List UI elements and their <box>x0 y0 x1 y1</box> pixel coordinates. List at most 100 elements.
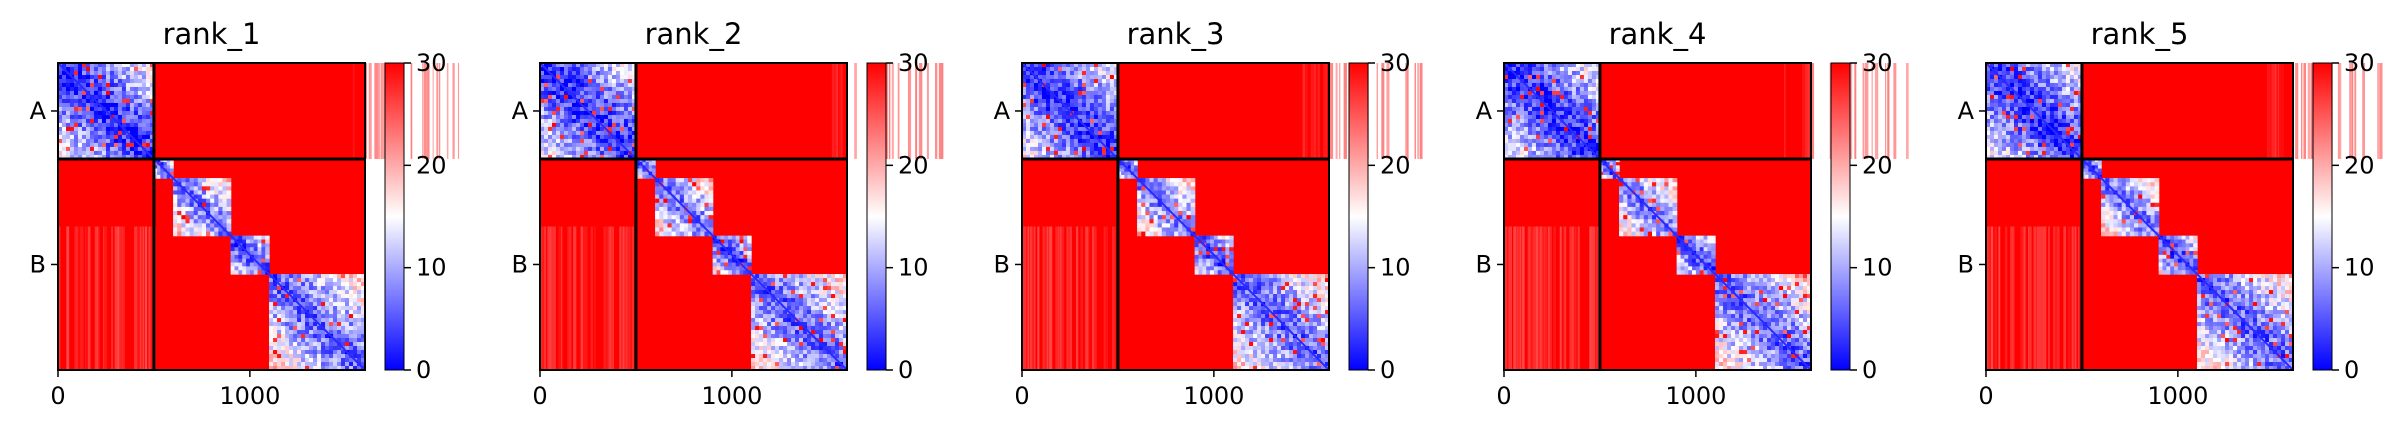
heatmap-cell <box>145 94 151 100</box>
heatmap-cell <box>69 82 75 88</box>
heatmap-cell <box>1141 231 1146 237</box>
heatmap-cell <box>105 146 111 152</box>
heatmap-cell <box>571 146 577 152</box>
heatmap-cell <box>831 294 836 299</box>
heatmap-cell <box>1257 366 1262 371</box>
heatmap-cell <box>708 178 714 183</box>
heatmap-cell <box>811 306 816 311</box>
heatmap-cell <box>712 247 718 252</box>
heatmap-cell <box>321 330 326 335</box>
heatmap-cell <box>759 278 764 283</box>
texture-stripe <box>1562 226 1565 370</box>
heatmap-cell <box>341 282 346 287</box>
heatmap-cell <box>639 158 643 163</box>
heatmap-cell <box>1165 227 1171 233</box>
heatmap-cell <box>249 258 255 264</box>
heatmap-cell <box>93 63 99 68</box>
heatmap-cell <box>819 314 824 319</box>
heatmap-cell <box>1507 82 1513 88</box>
heatmap-cell <box>1073 86 1079 92</box>
heatmap-cell <box>1237 354 1242 359</box>
heatmap-cell <box>1297 362 1302 367</box>
heatmap-cell <box>751 278 756 283</box>
heatmap-cell <box>1277 310 1282 315</box>
heatmap-cell <box>133 114 139 120</box>
heatmap-cell <box>1157 190 1163 196</box>
heatmap-cell <box>755 366 760 371</box>
heatmap-cell <box>149 63 155 68</box>
heatmap-cell <box>540 134 545 140</box>
heatmap-cell <box>579 130 585 136</box>
heatmap-cell <box>1137 219 1142 224</box>
heatmap-cell <box>337 302 342 307</box>
heatmap-cell <box>177 227 182 233</box>
heatmap-cell <box>69 102 75 108</box>
heatmap-cell <box>547 74 553 80</box>
texture-stripe <box>839 63 842 159</box>
heatmap-cell <box>1225 251 1230 256</box>
heatmap-cell <box>595 142 601 148</box>
heatmap-cell <box>1029 126 1035 132</box>
heatmap-cell <box>1233 350 1238 355</box>
heatmap-cell <box>1073 130 1079 136</box>
heatmap-cell <box>543 142 549 148</box>
heatmap-cell <box>257 270 262 275</box>
heatmap-cell <box>149 150 155 156</box>
heatmap-cell <box>815 358 820 363</box>
heatmap-cell <box>648 165 653 170</box>
heatmap-cell <box>567 102 573 108</box>
heatmap-cell <box>1559 66 1565 72</box>
heatmap-cell <box>547 118 553 124</box>
heatmap-cell <box>117 86 123 92</box>
heatmap-cell <box>1547 63 1553 68</box>
heatmap-cell <box>555 63 561 68</box>
heatmap-cell <box>93 134 99 140</box>
heatmap-cell <box>1253 310 1258 315</box>
heatmap-cell <box>1249 310 1254 315</box>
heatmap-cell <box>555 146 561 152</box>
heatmap-cell <box>1069 66 1075 72</box>
heatmap-cell <box>767 274 772 279</box>
heatmap-cell <box>1190 219 1196 224</box>
heatmap-cell <box>185 206 191 212</box>
heatmap-cell <box>1233 342 1238 347</box>
heatmap-cell <box>1097 90 1103 96</box>
heatmap-cell <box>759 346 764 351</box>
heatmap-cell <box>1273 294 1278 299</box>
heatmap-cell <box>759 350 764 355</box>
heatmap-cell <box>1073 94 1079 100</box>
heatmap-cell <box>659 206 664 212</box>
heatmap-cell <box>309 358 314 363</box>
heatmap-cell <box>1269 354 1274 359</box>
heatmap-cell <box>631 122 637 128</box>
heatmap-cell <box>1293 318 1298 323</box>
heatmap-cell <box>193 186 199 192</box>
heatmap-cell <box>1065 66 1071 72</box>
heatmap-cell <box>1089 146 1095 152</box>
heatmap-cell <box>349 286 354 291</box>
heatmap-cell <box>720 262 725 267</box>
heatmap-cell <box>759 338 764 343</box>
heatmap-cell <box>771 318 776 323</box>
heatmap-cell <box>747 266 752 271</box>
heatmap-cell <box>317 274 322 279</box>
heatmap-cell <box>839 330 844 335</box>
heatmap-cell <box>767 358 772 363</box>
texture-stripe <box>1027 226 1030 370</box>
heatmap-cell <box>121 86 127 92</box>
heatmap-cell <box>141 118 147 124</box>
heatmap-cell <box>692 198 697 204</box>
heatmap-cell <box>675 206 681 212</box>
heatmap-cell <box>1141 215 1146 220</box>
heatmap-cell <box>751 310 756 315</box>
heatmap-cell <box>645 162 650 166</box>
heatmap-cell <box>543 102 549 108</box>
heatmap-cell <box>1253 286 1258 291</box>
heatmap-cell <box>783 338 788 343</box>
heatmap-cell <box>129 138 135 144</box>
heatmap-cell <box>273 350 278 355</box>
heatmap-cell <box>201 215 207 220</box>
heatmap-cell <box>293 330 298 335</box>
heatmap-cell <box>775 358 780 363</box>
